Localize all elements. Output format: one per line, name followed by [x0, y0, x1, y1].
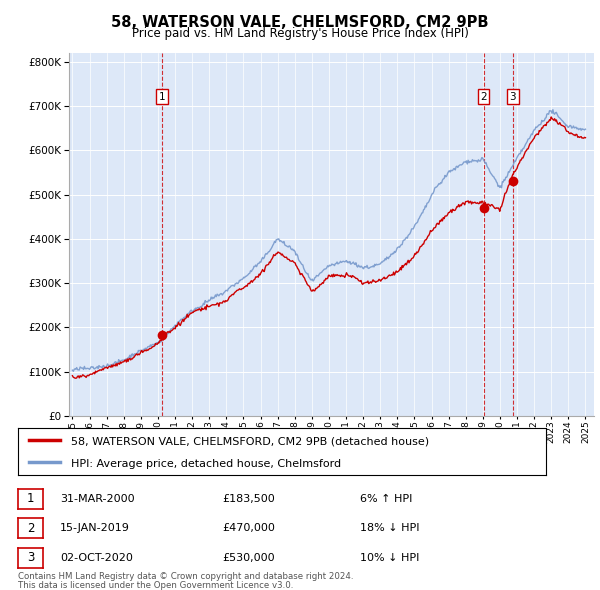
Text: 02-OCT-2020: 02-OCT-2020 — [60, 553, 133, 562]
Text: 1: 1 — [159, 91, 166, 101]
Text: 2: 2 — [27, 522, 34, 535]
Text: This data is licensed under the Open Government Licence v3.0.: This data is licensed under the Open Gov… — [18, 581, 293, 589]
Text: 10% ↓ HPI: 10% ↓ HPI — [360, 553, 419, 562]
Text: 3: 3 — [27, 551, 34, 564]
Text: 58, WATERSON VALE, CHELMSFORD, CM2 9PB: 58, WATERSON VALE, CHELMSFORD, CM2 9PB — [111, 15, 489, 30]
Text: 31-MAR-2000: 31-MAR-2000 — [60, 494, 134, 503]
Text: £470,000: £470,000 — [222, 523, 275, 533]
Text: Contains HM Land Registry data © Crown copyright and database right 2024.: Contains HM Land Registry data © Crown c… — [18, 572, 353, 581]
Text: £183,500: £183,500 — [222, 494, 275, 503]
Text: 18% ↓ HPI: 18% ↓ HPI — [360, 523, 419, 533]
Text: 58, WATERSON VALE, CHELMSFORD, CM2 9PB (detached house): 58, WATERSON VALE, CHELMSFORD, CM2 9PB (… — [71, 437, 429, 447]
Text: 6% ↑ HPI: 6% ↑ HPI — [360, 494, 412, 503]
Text: £530,000: £530,000 — [222, 553, 275, 562]
Text: 15-JAN-2019: 15-JAN-2019 — [60, 523, 130, 533]
Text: 2: 2 — [480, 91, 487, 101]
Text: 3: 3 — [509, 91, 516, 101]
Text: Price paid vs. HM Land Registry's House Price Index (HPI): Price paid vs. HM Land Registry's House … — [131, 27, 469, 40]
Text: HPI: Average price, detached house, Chelmsford: HPI: Average price, detached house, Chel… — [71, 458, 341, 468]
Text: 1: 1 — [27, 492, 34, 505]
